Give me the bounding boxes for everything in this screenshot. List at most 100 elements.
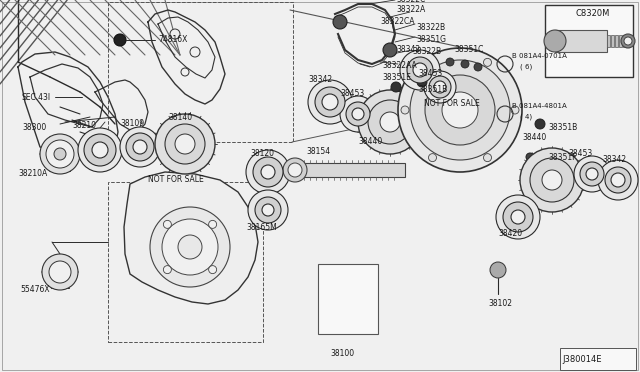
Text: 74816X: 74816X [158,35,188,45]
Text: 38154: 38154 [306,148,330,157]
Text: 38165M: 38165M [246,222,276,231]
Circle shape [526,153,534,161]
Circle shape [46,140,74,168]
Text: 38351B: 38351B [418,86,447,94]
Circle shape [483,58,492,66]
Bar [545,5,633,77]
Circle shape [358,90,422,154]
Text: 38210A: 38210A [18,170,47,179]
Circle shape [190,47,200,57]
Bar [623,35,626,47]
Circle shape [209,220,216,228]
Text: 38120: 38120 [250,150,274,158]
Text: 38342: 38342 [308,76,332,84]
Circle shape [380,112,400,132]
Text: 38342: 38342 [396,45,420,55]
Circle shape [391,82,401,92]
Text: NOT FOR SALE: NOT FOR SALE [148,176,204,185]
Circle shape [496,195,540,239]
Text: 38342: 38342 [602,155,626,164]
Text: 38100: 38100 [330,350,354,359]
Circle shape [253,157,283,187]
Circle shape [150,207,230,287]
Text: 38300: 38300 [22,124,46,132]
Circle shape [165,124,205,164]
Circle shape [54,148,66,160]
Circle shape [586,168,598,180]
Text: 38351G: 38351G [416,35,446,45]
Circle shape [410,60,510,160]
Circle shape [248,190,288,230]
Circle shape [163,266,172,274]
Bar [619,35,622,47]
Circle shape [126,133,154,161]
Text: 38453: 38453 [568,150,592,158]
Circle shape [511,210,525,224]
Circle shape [261,165,275,179]
Bar [611,35,614,47]
Bar [108,2,293,142]
Circle shape [544,30,566,52]
Text: 38102: 38102 [488,299,512,308]
Text: 38109: 38109 [120,119,144,128]
Text: 38322C: 38322C [396,0,425,4]
Circle shape [84,134,116,166]
Circle shape [417,77,427,87]
Circle shape [425,75,495,145]
Circle shape [178,235,202,259]
Circle shape [42,254,78,290]
Circle shape [352,108,364,120]
Circle shape [40,134,80,174]
Circle shape [413,63,427,77]
Circle shape [520,148,584,212]
Circle shape [530,158,574,202]
Circle shape [461,60,469,68]
Circle shape [401,106,409,114]
Circle shape [49,261,71,283]
Circle shape [283,158,307,182]
Circle shape [78,128,122,172]
Bar [607,35,610,47]
Circle shape [511,106,519,114]
Circle shape [133,140,147,154]
Circle shape [535,119,545,129]
Circle shape [580,162,604,186]
Text: 38140: 38140 [168,112,192,122]
Circle shape [288,163,302,177]
Circle shape [246,150,290,194]
Circle shape [611,173,625,187]
Text: B 081A4-0701A: B 081A4-0701A [512,53,567,59]
Text: SEC.43l: SEC.43l [22,93,51,102]
Text: 38453: 38453 [418,70,442,78]
Circle shape [574,156,610,192]
Bar [318,264,378,334]
Circle shape [322,94,338,110]
Circle shape [315,87,345,117]
Circle shape [605,167,631,193]
Circle shape [542,170,562,190]
Circle shape [262,204,274,216]
Text: ( 6): ( 6) [520,64,532,70]
Text: 38322B: 38322B [416,22,445,32]
Circle shape [340,96,376,132]
Text: 38322B: 38322B [412,48,441,57]
Circle shape [621,34,635,48]
Text: 38453: 38453 [340,90,364,99]
Circle shape [163,220,172,228]
Circle shape [181,68,189,76]
Text: B 081A4-4801A: B 081A4-4801A [512,103,567,109]
Circle shape [170,29,180,39]
Circle shape [92,142,108,158]
Circle shape [624,37,632,45]
Circle shape [333,15,347,29]
Circle shape [503,202,533,232]
Circle shape [442,92,478,128]
Circle shape [446,58,454,66]
Text: NOT FOR SALE: NOT FOR SALE [424,99,480,109]
Bar [615,35,618,47]
Bar [560,348,636,370]
Bar [627,35,630,47]
Circle shape [368,100,412,144]
Circle shape [424,71,456,103]
Circle shape [155,114,215,174]
